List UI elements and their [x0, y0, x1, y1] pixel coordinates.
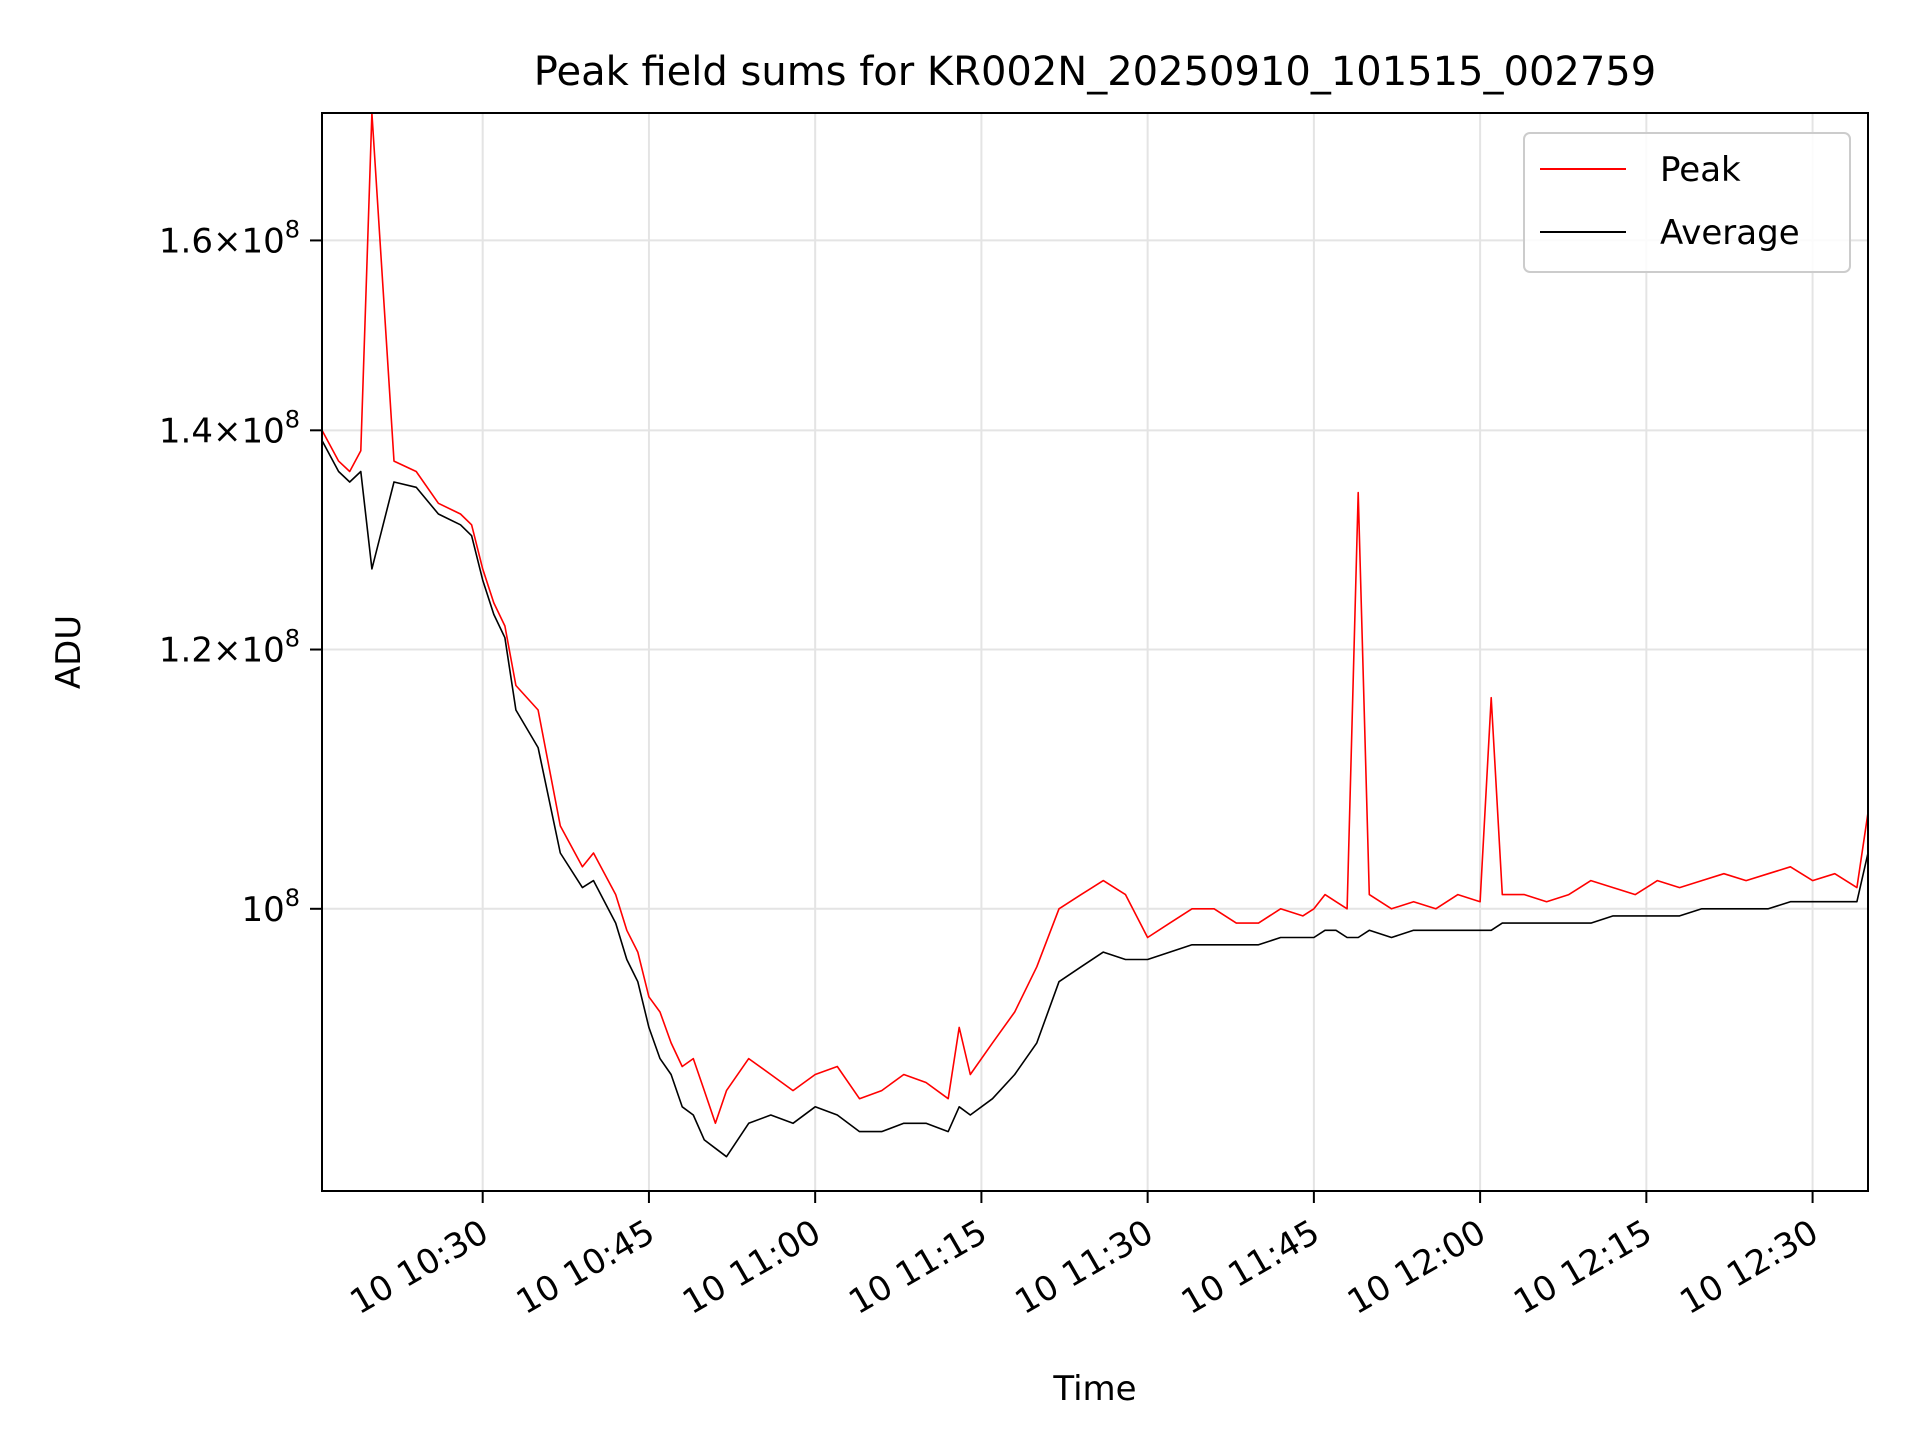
series-layer — [321, 112, 1869, 1158]
y-tick-label: 1.2×108 — [159, 625, 300, 671]
legend: Peak Average — [1523, 132, 1851, 273]
series-line-peak — [321, 112, 1869, 1125]
x-axis-label: Time — [1052, 1369, 1136, 1409]
legend-average-label: Average — [1660, 213, 1800, 253]
legend-peak-label: Peak — [1660, 150, 1741, 190]
series-line-average — [321, 440, 1869, 1158]
legend-frame — [1523, 132, 1851, 273]
y-tick-label: 1.6×108 — [159, 215, 300, 261]
y-axis-label: ADU — [49, 615, 89, 689]
chart-title: Peak field sums for KR002N_20250910_1015… — [534, 49, 1656, 95]
plot-frame — [321, 112, 1869, 1192]
grid — [322, 113, 1868, 1191]
y-tick-label: 108 — [241, 884, 300, 930]
y-tick-label: 1.4×108 — [159, 405, 300, 451]
